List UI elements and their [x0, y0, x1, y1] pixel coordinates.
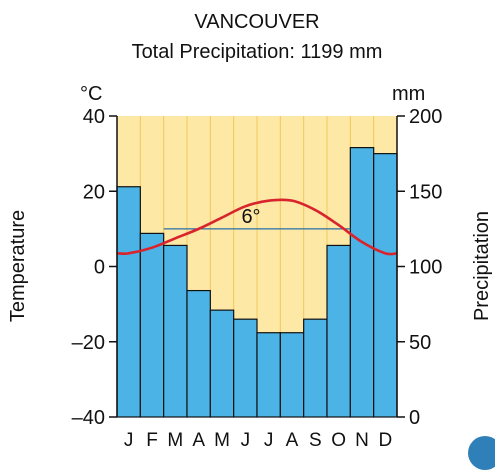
left-tick-label: –40	[72, 407, 105, 429]
temperature-line	[116, 198, 398, 256]
right-axis-ticks: 200 150 100 50 0	[397, 106, 442, 429]
precipitation-bar	[373, 153, 398, 418]
left-tick-label: 40	[83, 106, 105, 128]
left-axis-label: Temperature	[7, 210, 29, 322]
month-label: S	[309, 430, 322, 451]
right-tick-label: 100	[409, 257, 442, 279]
precipitation-bar	[139, 232, 165, 418]
month-label: O	[331, 430, 346, 451]
right-axis-unit: mm	[392, 83, 425, 105]
right-tick-label: 150	[409, 181, 442, 203]
corner-badge	[468, 436, 495, 470]
right-tick-label: 50	[409, 332, 431, 354]
month-label: A	[286, 430, 299, 451]
left-tick-label: –20	[72, 332, 105, 354]
precipitation-bar	[186, 289, 211, 418]
precipitation-bar	[326, 244, 351, 418]
precipitation-bar	[209, 309, 235, 418]
month-label: A	[192, 430, 205, 451]
annual-mean-temperature-label: 6°	[241, 206, 260, 228]
precipitation-bars	[116, 147, 398, 418]
month-label: N	[355, 430, 369, 451]
right-tick-label: 0	[409, 407, 420, 429]
left-tick-label: 20	[83, 181, 105, 203]
right-tick-label: 200	[409, 106, 442, 128]
month-label: M	[214, 430, 230, 451]
chart-subtitle: Total Precipitation: 1199 mm	[132, 41, 383, 63]
precipitation-bar	[163, 244, 188, 418]
left-axis-ticks: 40 20 0 –20 –40	[72, 106, 117, 429]
chart-title: VANCOUVER	[194, 11, 319, 33]
month-label: D	[378, 430, 392, 451]
month-label: M	[167, 430, 183, 451]
precipitation-bar	[279, 332, 305, 418]
right-axis-label: Precipitation	[471, 211, 493, 321]
month-label: J	[264, 430, 274, 451]
month-label: J	[124, 430, 134, 451]
precipitation-bar	[233, 318, 258, 418]
month-label: F	[146, 430, 158, 451]
left-tick-label: 0	[94, 257, 105, 279]
left-axis-unit: °C	[80, 83, 102, 105]
month-label: J	[241, 430, 251, 451]
climate-chart: VANCOUVER Total Precipitation: 1199 mm °…	[7, 11, 493, 451]
precipitation-bar	[349, 147, 375, 418]
precipitation-bar	[303, 318, 328, 418]
precipitation-bar	[256, 332, 281, 418]
precipitation-bar	[116, 186, 141, 418]
